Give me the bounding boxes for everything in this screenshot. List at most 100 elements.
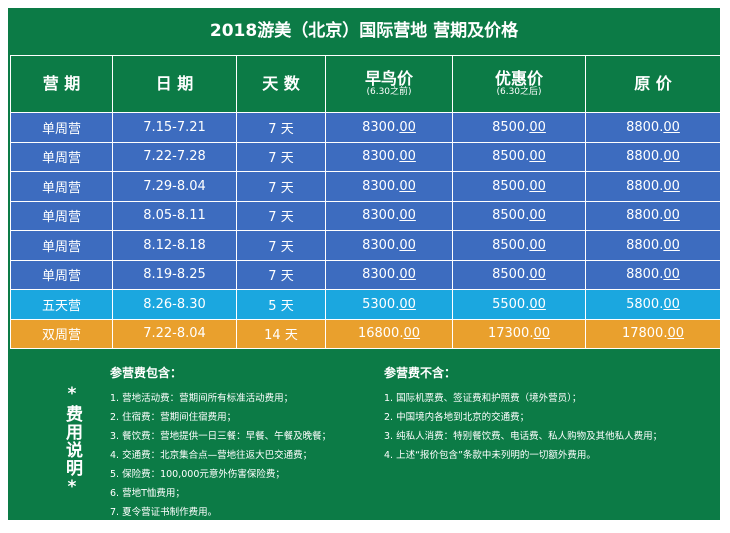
cell-text: 五天营 <box>41 298 81 314</box>
price: 8800.00 <box>626 149 680 165</box>
table-cell: 8800.00 <box>585 112 721 143</box>
table-row: 单周营 8.05-8.11 7 天 8300.00 8500.00 8800.00 <box>10 200 721 231</box>
table-cell: 8300.00 <box>325 112 453 143</box>
cell-text: 8.19-8.25 <box>143 267 206 283</box>
table-cell: 17300.00 <box>452 318 586 349</box>
cell-text: 7 天 <box>268 239 294 255</box>
table-cell: 17800.00 <box>585 318 721 349</box>
notes-item: 5. 保险费：100,000元意外伤害保险费； <box>110 469 285 480</box>
table-cell: 8.19-8.25 <box>112 259 237 290</box>
cell-text: 单周营 <box>41 269 81 285</box>
table-cell: 5300.00 <box>325 289 453 320</box>
table-cell: 7.22-8.04 <box>112 318 237 349</box>
table-cell: 8500.00 <box>452 230 586 261</box>
header-label: 日 期 <box>155 74 194 94</box>
included-list: 参营费包含： 1. 营地活动费：营期间所有标准活动费用； 2. 住宿费：营期间住宿费… <box>110 364 331 523</box>
cell-text: 8.26-8.30 <box>143 296 206 312</box>
table-cell: 8300.00 <box>325 171 453 202</box>
table-cell: 8800.00 <box>585 230 721 261</box>
header-sub: (6.30之前) <box>366 86 412 97</box>
header-cell: 早鸟价 (6.30之前) <box>325 55 453 113</box>
price: 8500.00 <box>492 208 546 224</box>
table-cell: 8.12-8.18 <box>112 230 237 261</box>
header-label: 早鸟价 <box>364 69 413 89</box>
table-row: 单周营 7.22-7.28 7 天 8300.00 8500.00 8800.00 <box>10 141 721 172</box>
table-cell: 7 天 <box>236 141 326 172</box>
notes: *费用说明* 参营费包含： 1. 营地活动费：营期间所有标准活动费用； 2. 住宿费… <box>8 348 720 520</box>
table-cell: 5500.00 <box>452 289 586 320</box>
table-cell: 8300.00 <box>325 200 453 231</box>
price: 8300.00 <box>362 178 416 194</box>
cell-text: 7.22-8.04 <box>143 326 206 342</box>
table-cell: 8300.00 <box>325 230 453 261</box>
table-cell: 8.05-8.11 <box>112 200 237 231</box>
table-cell: 8500.00 <box>452 171 586 202</box>
table-cell: 7.15-7.21 <box>112 112 237 143</box>
notes-heading: 参营费不含： <box>384 366 457 380</box>
price: 8300.00 <box>362 119 416 135</box>
price-table: 营 期日 期天 数早鸟价 (6.30之前) 优惠价 (6.30之后) 原 价 单周营 7.… <box>10 55 721 349</box>
price: 8800.00 <box>626 119 680 135</box>
side-label: *费用说明* <box>62 384 82 498</box>
notes-item: 1. 营地活动费：营期间所有标准活动费用； <box>110 393 294 404</box>
price: 5500.00 <box>492 296 546 312</box>
excluded-list: 参营费不含： 1. 国际机票费、签证费和护照费（境外营员）； 2. 中国境内各地到北… <box>384 364 662 466</box>
table-cell: 五天营 <box>10 289 113 320</box>
table-cell: 8800.00 <box>585 141 721 172</box>
header-label: 天 数 <box>262 74 300 94</box>
cell-text: 5 天 <box>268 298 294 314</box>
cell-text: 7.29-8.04 <box>143 178 206 194</box>
table-cell: 8500.00 <box>452 141 586 172</box>
notes-item: 1. 国际机票费、签证费和护照费（境外营员）； <box>384 393 582 404</box>
price: 8500.00 <box>492 149 546 165</box>
header-label: 原 价 <box>634 74 672 94</box>
table-cell: 14 天 <box>236 318 326 349</box>
table-cell: 单周营 <box>10 259 113 290</box>
notes-heading: 参营费包含： <box>110 366 183 380</box>
price: 8500.00 <box>492 119 546 135</box>
table-cell: 7 天 <box>236 171 326 202</box>
price: 8300.00 <box>362 208 416 224</box>
notes-item: 4. 交通费：北京集合点—营地往返大巴交通费； <box>110 450 313 461</box>
cell-text: 单周营 <box>41 210 81 226</box>
price: 17300.00 <box>487 326 551 342</box>
table-cell: 7 天 <box>236 230 326 261</box>
table-cell: 8.26-8.30 <box>112 289 237 320</box>
table-cell: 8500.00 <box>452 112 586 143</box>
cell-text: 单周营 <box>41 151 81 167</box>
table-cell: 8800.00 <box>585 171 721 202</box>
table-cell: 7 天 <box>236 112 326 143</box>
price: 16800.00 <box>357 326 421 342</box>
table-cell: 8500.00 <box>452 200 586 231</box>
cell-text: 8.12-8.18 <box>143 237 206 253</box>
header-cell: 日 期 <box>112 55 237 113</box>
table-cell: 8300.00 <box>325 141 453 172</box>
price: 5800.00 <box>626 296 680 312</box>
table-cell: 8800.00 <box>585 200 721 231</box>
table-cell: 16800.00 <box>325 318 453 349</box>
table-cell: 单周营 <box>10 141 113 172</box>
table-row: 双周营 7.22-8.04 14 天 16800.00 17300.00 17800.00 <box>10 318 721 349</box>
cell-text: 单周营 <box>41 180 81 196</box>
table-cell: 单周营 <box>10 112 113 143</box>
header-cell: 营 期 <box>10 55 113 113</box>
cell-text: 单周营 <box>41 239 81 255</box>
cell-text: 7 天 <box>268 180 294 196</box>
cell-text: 8.05-8.11 <box>143 208 206 224</box>
cell-text: 7 天 <box>268 121 294 137</box>
price: 8500.00 <box>492 237 546 253</box>
table-cell: 7.22-7.28 <box>112 141 237 172</box>
notes-item: 4. 上述“报价包含”条款中未列明的一切额外费用。 <box>384 450 596 461</box>
notes-item: 2. 住宿费：营期间住宿费用； <box>110 412 237 423</box>
cell-text: 7 天 <box>268 151 294 167</box>
notes-item: 6. 营地T恤费用； <box>110 488 185 499</box>
cell-text: 7 天 <box>268 269 294 285</box>
table-cell: 7 天 <box>236 200 326 231</box>
header-cell: 优惠价 (6.30之后) <box>452 55 586 113</box>
header-cell: 原 价 <box>585 55 721 113</box>
cell-text: 7.15-7.21 <box>143 119 206 135</box>
table-cell: 8300.00 <box>325 259 453 290</box>
notes-item: 7. 夏令营证书制作费用。 <box>110 507 218 518</box>
price: 5300.00 <box>362 296 416 312</box>
price: 8300.00 <box>362 149 416 165</box>
